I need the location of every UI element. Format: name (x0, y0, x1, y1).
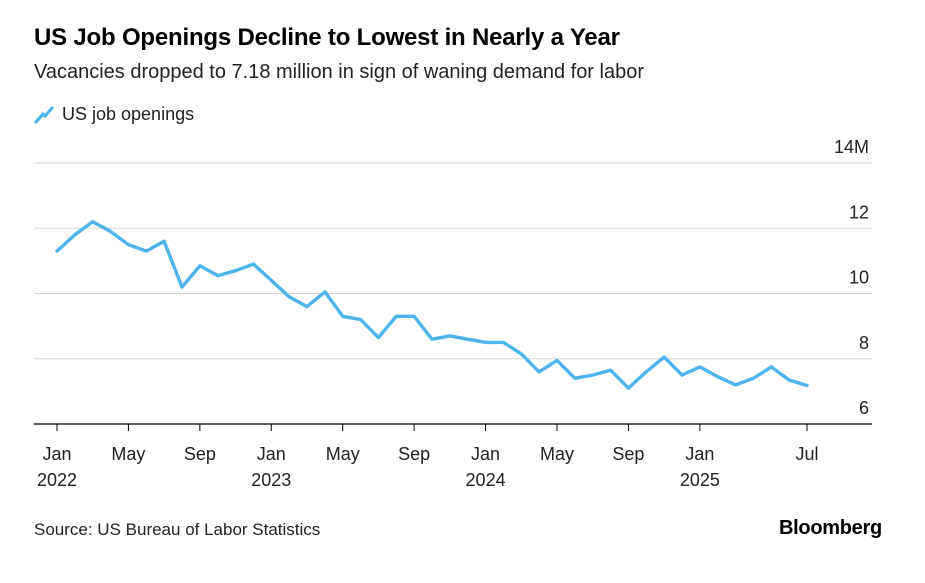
source-note: Source: US Bureau of Labor Statistics (34, 520, 321, 539)
x-tick-label: Jan (471, 444, 500, 464)
series-line-us-job-openings (55, 219, 809, 390)
x-tick-label: May (111, 444, 145, 464)
y-tick-label: 10 (849, 268, 869, 288)
y-tick-label: 14M (834, 137, 869, 157)
y-axis-ticks: 6 8 10 12 14M (834, 137, 869, 418)
x-tick-label: Sep (612, 444, 644, 464)
chart-subtitle: Vacancies dropped to 7.18 million in sig… (34, 61, 644, 83)
x-tick-year-label: 2022 (37, 470, 77, 490)
x-tick-year-label: 2023 (251, 470, 291, 490)
x-tick-year-label: 2024 (466, 470, 506, 490)
x-tick-label: Jan (685, 444, 714, 464)
x-tick-label: Jan (257, 444, 286, 464)
x-tick-label: Sep (398, 444, 430, 464)
y-tick-label: 12 (849, 202, 869, 222)
legend-entry-us-job-openings: US job openings (62, 104, 195, 124)
x-tick-label: May (326, 444, 360, 464)
x-axis-ticks: Jan 2022 May Sep Jan 2023 May Sep Jan 2024 May Sep J… (37, 424, 819, 490)
bloomberg-logo: Bloomberg (779, 517, 882, 539)
series (55, 219, 809, 390)
x-tick-year-label: 2025 (680, 470, 720, 490)
legend-line-icon (34, 105, 54, 124)
gridlines (34, 162, 872, 425)
x-tick-label: May (540, 444, 574, 464)
x-tick-label: Jan (42, 444, 71, 464)
y-tick-label: 6 (859, 398, 869, 418)
y-tick-label: 8 (859, 333, 869, 353)
chart-title: US Job Openings Decline to Lowest in Nea… (34, 24, 620, 51)
x-tick-label: Sep (184, 444, 216, 464)
x-tick-label: Jul (795, 444, 818, 464)
legend: US job openings (34, 104, 194, 125)
